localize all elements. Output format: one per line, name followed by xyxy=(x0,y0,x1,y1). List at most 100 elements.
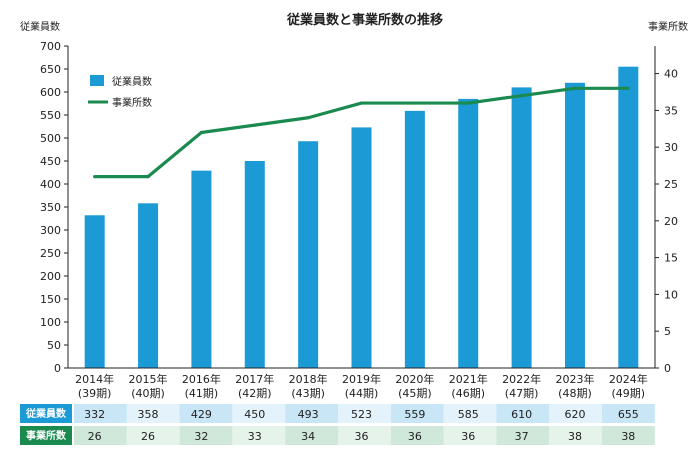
line-point xyxy=(253,123,257,127)
x-tick-period: (49期) xyxy=(612,387,646,400)
table-cell-bg xyxy=(496,426,550,445)
table-cell-bg xyxy=(126,404,180,423)
x-tick-year: 2023年 xyxy=(555,372,594,386)
table-row-header: 事業所数 xyxy=(26,429,67,442)
table-cell: 610 xyxy=(511,408,532,421)
line-point xyxy=(413,101,417,105)
bar xyxy=(351,127,372,368)
table-cell: 585 xyxy=(458,408,479,421)
x-tick-year: 2016年 xyxy=(182,372,221,386)
y-left-tick-label: 550 xyxy=(40,109,61,122)
y-right-tick-label: 15 xyxy=(664,252,678,265)
x-tick-period: (45期) xyxy=(398,387,432,400)
x-tick-period: (43期) xyxy=(291,387,325,400)
table-cell-bg xyxy=(390,404,444,423)
legend-swatch-bar xyxy=(90,75,104,86)
chart-title: 従業員数と事業所数の推移 xyxy=(286,12,443,28)
x-tick-year: 2024年 xyxy=(609,372,648,386)
y-left-tick-label: 150 xyxy=(40,293,61,306)
y-right-tick-label: 10 xyxy=(664,288,678,301)
y-left-tick-label: 600 xyxy=(40,86,61,99)
x-tick-year: 2022年 xyxy=(502,372,541,386)
table-row-header: 従業員数 xyxy=(25,407,67,420)
table-cell: 36 xyxy=(461,430,475,443)
legend-label-bar: 従業員数 xyxy=(112,75,152,88)
table-cell: 37 xyxy=(515,430,529,443)
y-right-tick-label: 30 xyxy=(664,141,678,154)
x-tick-period: (41期) xyxy=(185,387,219,400)
table-cell-bg xyxy=(285,404,338,423)
y-left-tick-label: 50 xyxy=(47,339,61,352)
x-tick-year: 2015年 xyxy=(129,372,168,386)
table-cell: 450 xyxy=(244,408,265,421)
table-cell-bg xyxy=(602,426,655,445)
y-left-label: 従業員数 xyxy=(20,20,60,33)
table-cell: 38 xyxy=(621,430,635,443)
table-cell: 38 xyxy=(568,430,582,443)
table-cell-bg xyxy=(549,404,602,423)
table-row-header-bg xyxy=(20,404,72,423)
table-cell-bg xyxy=(496,404,550,423)
x-tick-year: 2019年 xyxy=(342,372,381,386)
bar xyxy=(191,170,212,368)
table-cell-bg xyxy=(74,426,127,445)
x-tick-period: (44期) xyxy=(345,387,379,400)
data-table: 従業員数 332 358 429 450 493 523 559 585 610 620 655 事業所… xyxy=(20,404,655,445)
x-tick-labels: 2014年(39期) 2015年(40期) 2016年(41期) 2017年(42期)… xyxy=(75,372,648,400)
table-cell-bg xyxy=(285,426,338,445)
table-cell-bg xyxy=(338,404,391,423)
table-cell-bg xyxy=(390,426,444,445)
table-cell-bg xyxy=(443,404,497,423)
line-point xyxy=(626,86,630,90)
line-point xyxy=(146,175,150,179)
x-tick-period: (47期) xyxy=(505,387,539,400)
table-cell-bg xyxy=(179,426,233,445)
table-cell-bg xyxy=(602,404,655,423)
y-left-tick-label: 700 xyxy=(40,40,61,53)
table-cell-bg xyxy=(232,426,286,445)
bar xyxy=(564,82,585,369)
table-cell: 655 xyxy=(618,408,639,421)
table-cell: 559 xyxy=(404,408,425,421)
line-point xyxy=(466,101,470,105)
x-tick-period: (46期) xyxy=(451,387,485,400)
table-cell-bg xyxy=(179,404,233,423)
bars xyxy=(84,66,639,369)
table-cell: 36 xyxy=(355,430,369,443)
y-left-tick-label: 400 xyxy=(40,178,61,191)
table-cell: 32 xyxy=(194,430,208,443)
y-right-tick-label: 0 xyxy=(664,362,671,375)
y-left-tick-label: 250 xyxy=(40,247,61,260)
line-series xyxy=(93,86,630,179)
line-point xyxy=(199,130,204,135)
y-left-tick-label: 100 xyxy=(40,316,61,329)
bar xyxy=(298,141,319,368)
y-right-tick-label: 5 xyxy=(664,325,671,338)
table-cell-bg xyxy=(232,404,286,423)
y-left-tick-label: 450 xyxy=(40,155,61,168)
line-point xyxy=(359,101,364,105)
bar xyxy=(618,66,639,368)
table-cell: 34 xyxy=(301,430,315,443)
line-point xyxy=(573,86,577,90)
x-tick-year: 2020年 xyxy=(395,372,434,386)
x-tick-year: 2017年 xyxy=(235,372,274,386)
table-cell-bg xyxy=(126,426,180,445)
table-cell: 358 xyxy=(138,408,159,421)
bar xyxy=(138,203,159,368)
x-tick-period: (42期) xyxy=(238,387,272,400)
bar xyxy=(404,110,425,369)
table-row-header-bg xyxy=(20,426,72,445)
line-point xyxy=(519,94,524,98)
table-cell-bg xyxy=(443,426,497,445)
y-right-label: 事業所数 xyxy=(648,20,688,33)
y-left-tick-label: 650 xyxy=(40,63,61,76)
bar xyxy=(244,161,265,368)
table-cell-bg xyxy=(549,426,602,445)
y-right-tick-label: 40 xyxy=(664,68,678,81)
x-tick-period: (40期) xyxy=(131,387,165,400)
table-cell: 523 xyxy=(351,408,372,421)
y-left-tick-label: 200 xyxy=(40,270,61,283)
table-cell: 429 xyxy=(191,408,212,421)
